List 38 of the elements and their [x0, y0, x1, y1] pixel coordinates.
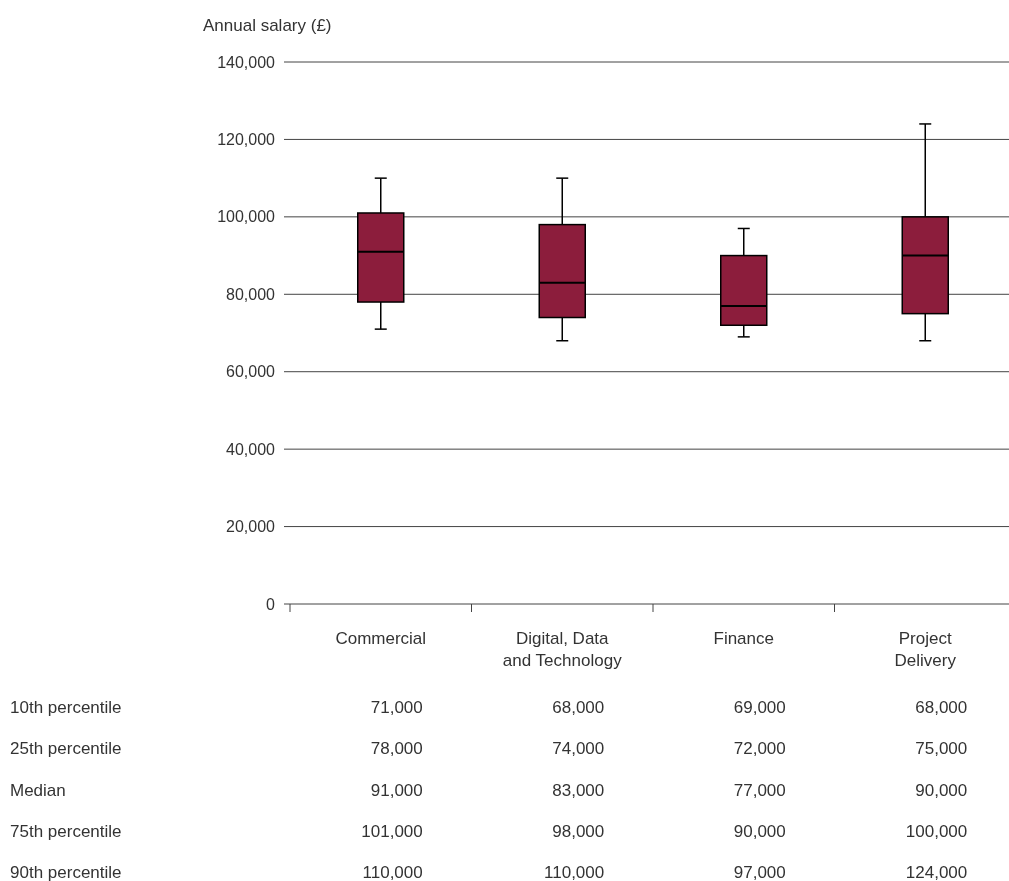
x-tick-label: Finance: [713, 629, 774, 648]
text: 25th percentile: [10, 738, 122, 758]
x-tick-label: Project Delivery: [894, 629, 957, 670]
text: 98,000: [552, 821, 605, 841]
text: 68,000: [915, 697, 968, 717]
text: 83,000: [552, 780, 605, 800]
text: 100,000: [905, 821, 968, 841]
text: 90th percentile: [10, 862, 122, 881]
text: 97,000: [733, 862, 786, 881]
y-tick-label: 120,000: [217, 131, 276, 149]
y-tick-label: 80,000: [226, 285, 276, 303]
text: 78,000: [370, 738, 423, 758]
text: 77,000: [733, 780, 786, 800]
y-tick-label: 100,000: [217, 208, 276, 226]
y-axis-title: Annual salary (£): [203, 16, 332, 35]
text: 75,000: [915, 738, 968, 758]
text: 74,000: [552, 738, 605, 758]
text: 101,000: [361, 821, 423, 841]
text: 110,000: [544, 862, 605, 881]
text: 69,000: [733, 697, 786, 717]
y-tick-label: 40,000: [226, 440, 276, 458]
text: 90,000: [915, 780, 968, 800]
text: 90,000: [733, 821, 786, 841]
text: 75th percentile: [10, 821, 122, 841]
y-tick-label: 60,000: [226, 363, 276, 381]
text: 10th percentile: [10, 697, 122, 717]
text: 110,000: [362, 862, 423, 881]
text: 124,000: [905, 862, 968, 881]
x-tick-label: Commercial: [335, 629, 427, 648]
y-tick-label: 20,000: [226, 518, 276, 536]
text: 68,000: [552, 697, 605, 717]
text: 72,000: [733, 738, 786, 758]
text: 91,000: [370, 780, 423, 800]
text: Median: [10, 780, 66, 800]
y-tick-label: 0: [266, 595, 276, 613]
y-tick-label: 140,000: [217, 53, 276, 71]
x-tick-label: Digital, Data and Technology: [502, 629, 623, 670]
text: 71,000: [370, 697, 423, 717]
